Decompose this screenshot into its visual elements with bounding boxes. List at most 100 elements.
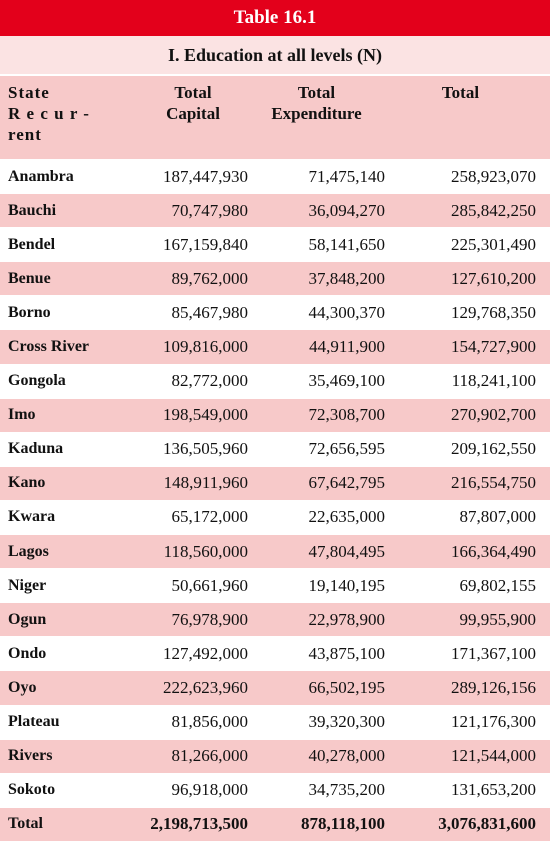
number-cell: 44,911,900 xyxy=(309,337,385,357)
number-cell: 82,772,000 xyxy=(171,371,249,391)
table-row: Rivers 81,266,000 40,278,000 121,544,000 xyxy=(0,739,550,774)
number-cell: 121,544,000 xyxy=(451,746,536,766)
table-row: Bauchi 70,747,980 36,094,270 285,842,250 xyxy=(0,194,550,229)
number-cell: 118,241,100 xyxy=(451,371,536,391)
number-cell: 67,642,795 xyxy=(308,473,386,493)
number-cell: 69,802,155 xyxy=(459,575,537,595)
number-cell: 35,469,100 xyxy=(308,371,386,391)
column-header: Total xyxy=(441,83,480,102)
number-cell: 76,978,900 xyxy=(171,609,249,629)
state-cell: Niger xyxy=(8,576,47,594)
total-cell: 878,118,100 xyxy=(300,814,385,834)
number-cell: 118,560,000 xyxy=(163,541,248,561)
state-cell: Lagos xyxy=(8,542,49,560)
state-cell: Bendel xyxy=(8,235,56,253)
number-cell: 71,475,140 xyxy=(308,166,386,186)
table-subtitle: I. Education at all levels (N) xyxy=(0,36,550,76)
table-row: Kwara 65,172,000 22,635,000 87,807,000 xyxy=(0,500,550,536)
state-cell: Benue xyxy=(8,269,51,287)
table-row: Sokoto 96,918,000 34,735,200 131,653,200 xyxy=(0,773,550,808)
number-cell: 198,549,000 xyxy=(163,405,248,425)
number-cell: 96,918,000 xyxy=(171,780,249,800)
number-cell: 285,842,250 xyxy=(451,200,536,220)
number-cell: 289,126,156 xyxy=(451,677,536,697)
number-cell: 167,159,840 xyxy=(163,234,248,254)
number-cell: 89,762,000 xyxy=(171,268,249,288)
number-cell: 39,320,300 xyxy=(308,712,386,732)
state-cell: Kaduna xyxy=(8,440,64,458)
number-cell: 270,902,700 xyxy=(451,405,536,425)
number-cell: 171,367,100 xyxy=(451,643,536,663)
table-row: Gongola 82,772,000 35,469,100 118,241,100 xyxy=(0,364,550,399)
number-cell: 72,656,595 xyxy=(308,439,386,459)
total-label: Total xyxy=(8,815,43,833)
number-cell: 222,623,960 xyxy=(163,677,248,697)
table-row: Niger 50,661,960 19,140,195 69,802,155 xyxy=(0,569,550,604)
table-row: Oyo 222,623,960 66,502,195 289,126,156 xyxy=(0,671,550,706)
number-cell: 225,301,490 xyxy=(451,234,536,254)
number-cell: 121,176,300 xyxy=(451,712,536,732)
table-row: Borno 85,467,980 44,300,370 129,768,350 xyxy=(0,296,550,331)
state-cell: Imo xyxy=(8,406,36,424)
number-cell: 258,923,070 xyxy=(451,166,536,186)
number-cell: 43,875,100 xyxy=(308,643,386,663)
column-header: Total Capital xyxy=(166,83,220,123)
number-cell: 187,447,930 xyxy=(163,166,248,186)
total-cell: 2,198,713,500 xyxy=(150,814,248,834)
number-cell: 72,308,700 xyxy=(308,405,386,425)
number-cell: 85,467,980 xyxy=(171,302,249,322)
number-cell: 166,364,490 xyxy=(451,541,536,561)
state-cell: Plateau xyxy=(8,713,60,731)
number-cell: 34,735,200 xyxy=(308,780,386,800)
number-cell: 81,266,000 xyxy=(171,746,249,766)
table-row: Ogun 76,978,900 22,978,900 99,955,900 xyxy=(0,603,550,638)
number-cell: 44,300,370 xyxy=(308,302,386,322)
number-cell: 216,554,750 xyxy=(451,473,536,493)
table-row: Anambra 187,447,930 71,475,140 258,923,070 xyxy=(0,160,550,195)
number-cell: 148,911,960 xyxy=(163,473,248,493)
state-cell: Ogun xyxy=(8,610,47,628)
table-row: Imo 198,549,000 72,308,700 270,902,700 xyxy=(0,398,550,433)
number-cell: 65,172,000 xyxy=(171,507,249,527)
state-cell: Cross River xyxy=(8,338,90,356)
state-cell: Bauchi xyxy=(8,201,57,219)
number-cell: 22,978,900 xyxy=(308,609,386,629)
state-cell: Oyo xyxy=(8,678,37,696)
table-title: Table 16.1 xyxy=(0,0,550,36)
number-cell: 58,141,650 xyxy=(308,234,386,254)
number-cell: 37,848,200 xyxy=(308,268,386,288)
number-cell: 136,505,960 xyxy=(163,439,248,459)
number-cell: 127,492,000 xyxy=(163,643,248,663)
total-row: Total 2,198,713,500 878,118,100 3,076,831,6… xyxy=(0,807,550,842)
state-cell: Kwara xyxy=(8,508,56,526)
state-cell: Sokoto xyxy=(8,781,56,799)
number-cell: 70,747,980 xyxy=(171,200,249,220)
column-header: State R e c u r - rent xyxy=(8,83,90,144)
number-cell: 99,955,900 xyxy=(459,609,537,629)
table-row: Kaduna 136,505,960 72,656,595 209,162,550 xyxy=(0,432,550,467)
number-cell: 109,816,000 xyxy=(163,337,248,357)
number-cell: 40,278,000 xyxy=(308,746,386,766)
number-cell: 50,661,960 xyxy=(171,575,249,595)
state-cell: Gongola xyxy=(8,372,66,390)
state-cell: Ondo xyxy=(8,644,47,662)
state-cell: Anambra xyxy=(8,167,74,185)
number-cell: 87,807,000 xyxy=(459,507,537,527)
number-cell: 81,856,000 xyxy=(171,712,249,732)
number-cell: 66,502,195 xyxy=(308,677,386,697)
number-cell: 47,804,495 xyxy=(308,541,386,561)
table-row: Cross River 109,816,000 44,911,900 154,727,… xyxy=(0,330,550,365)
number-cell: 127,610,200 xyxy=(451,268,536,288)
table-row: Benue 89,762,000 37,848,200 127,610,200 xyxy=(0,262,550,297)
table-row: Kano 148,911,960 67,642,795 216,554,750 xyxy=(0,466,550,501)
number-cell: 154,727,900 xyxy=(451,337,536,357)
table-row: Plateau 81,856,000 39,320,300 121,176,300 xyxy=(0,705,550,740)
number-cell: 19,140,195 xyxy=(308,575,386,595)
header-row: State R e c u r - rent Total Capital Total… xyxy=(0,76,550,160)
state-cell: Kano xyxy=(8,474,46,492)
total-cell: 3,076,831,600 xyxy=(438,814,536,834)
state-cell: Rivers xyxy=(8,747,53,765)
number-cell: 22,635,000 xyxy=(308,507,386,527)
state-cell: Borno xyxy=(8,303,51,321)
